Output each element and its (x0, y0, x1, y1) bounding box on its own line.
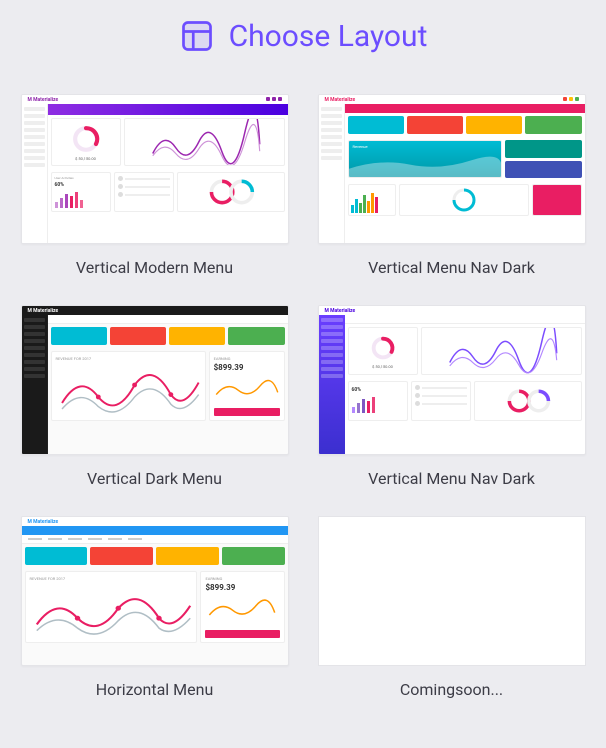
page-header: Choose Layout (16, 18, 590, 54)
thumbnail-blank (318, 516, 586, 666)
layout-card-horizontal[interactable]: M Materialize REVENUE FOR 2017 (20, 516, 289, 699)
layout-label: Horizontal Menu (96, 680, 214, 699)
layout-card-navdark2[interactable]: M Materialize $ 50,150.00 (317, 305, 586, 488)
layout-label: Vertical Menu Nav Dark (368, 258, 535, 277)
layout-card-navdark1[interactable]: M Materialize Re (317, 94, 586, 277)
page-title: Choose Layout (229, 19, 428, 54)
layout-card-modern[interactable]: M Materialize $ 50,150.00 (20, 94, 289, 277)
layout-label: Vertical Menu Nav Dark (368, 469, 535, 488)
thumbnail: M Materialize Re (318, 94, 586, 244)
layout-icon (179, 18, 215, 54)
thumbnail: M Materialize REVENUE FOR 2017 (21, 516, 289, 666)
layout-card-darkmenu[interactable]: M Materialize REVENUE FOR (20, 305, 289, 488)
layout-label: Vertical Dark Menu (87, 469, 222, 488)
layout-label: Vertical Modern Menu (76, 258, 233, 277)
layout-grid: M Materialize $ 50,150.00 (16, 94, 590, 699)
thumbnail: M Materialize REVENUE FOR (21, 305, 289, 455)
layout-label: Comingsoon... (400, 680, 503, 699)
layout-card-comingsoon: Comingsoon... (317, 516, 586, 699)
thumbnail: M Materialize $ 50,150.00 (21, 94, 289, 244)
thumbnail: M Materialize $ 50,150.00 (318, 305, 586, 455)
